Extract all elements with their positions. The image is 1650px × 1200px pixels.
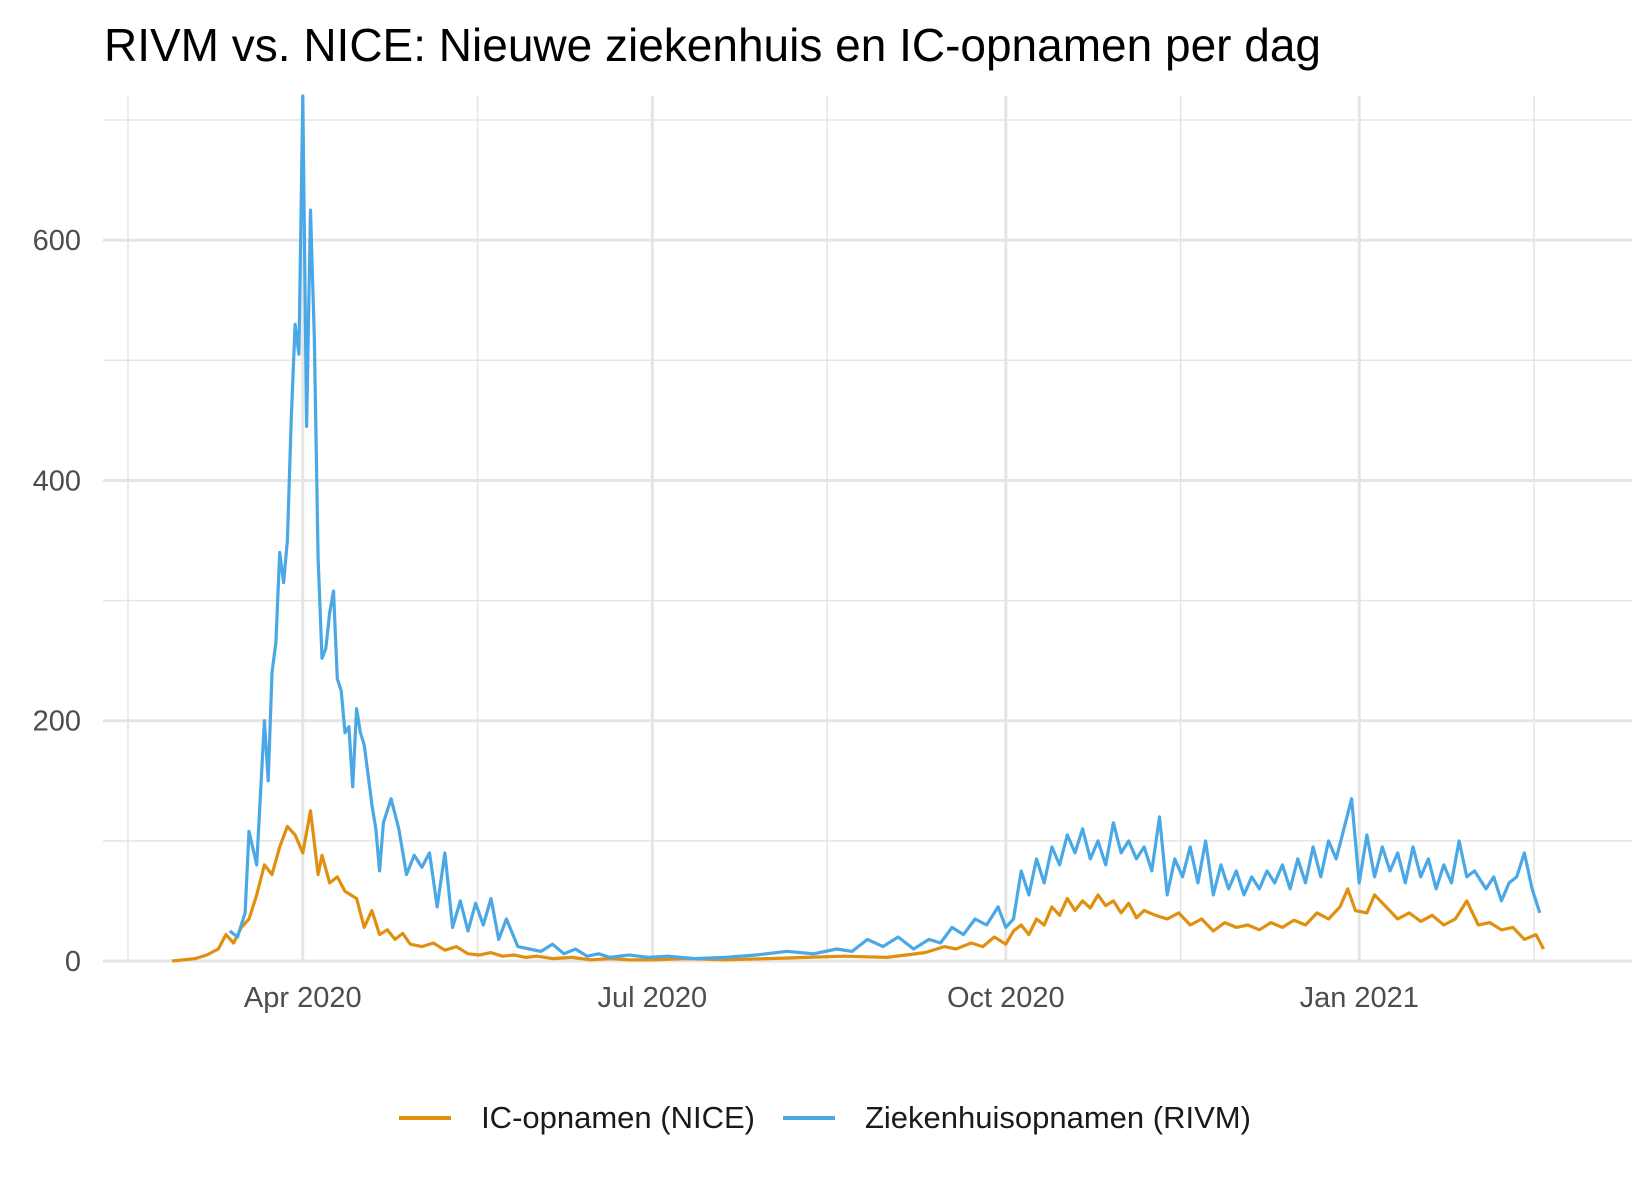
y-tick-label: 400 [33, 465, 81, 497]
y-tick-label: 0 [65, 946, 81, 978]
y-axis-ticks: 0 200 400 600 [33, 225, 81, 978]
legend-item-ic: IC-opnamen (NICE) [399, 1100, 755, 1136]
x-tick-label: Oct 2020 [947, 982, 1065, 1014]
series-line-ic [172, 809, 1546, 963]
chart-title: RIVM vs. NICE: Nieuwe ziekenhuis en IC-o… [104, 19, 1322, 71]
legend-label-ic: IC-opnamen (NICE) [481, 1100, 755, 1135]
legend-key-zh [782, 1116, 835, 1120]
series-line-zh [228, 94, 1542, 961]
x-tick-label: Jul 2020 [598, 982, 708, 1014]
grid-lines [103, 96, 1632, 963]
x-axis-ticks: Apr 2020 Jul 2020 Oct 2020 Jan 2021 [244, 982, 1419, 1014]
series-lines [172, 94, 1546, 963]
x-tick-label: Jan 2021 [1300, 982, 1419, 1014]
y-tick-label: 600 [33, 225, 81, 257]
legend-key-ic [399, 1116, 452, 1120]
x-tick-label: Apr 2020 [244, 982, 362, 1014]
legend-item-zh: Ziekenhuisopnamen (RIVM) [782, 1100, 1251, 1136]
legend-label-zh: Ziekenhuisopnamen (RIVM) [864, 1100, 1251, 1135]
legend: IC-opnamen (NICE) Ziekenhuisopnamen (RIV… [0, 1100, 1650, 1136]
y-tick-label: 200 [33, 706, 81, 738]
line-chart: 0 200 400 600 Apr 2020 Jul 2020 Oct 2020 Jan 2… [33, 94, 1632, 1014]
